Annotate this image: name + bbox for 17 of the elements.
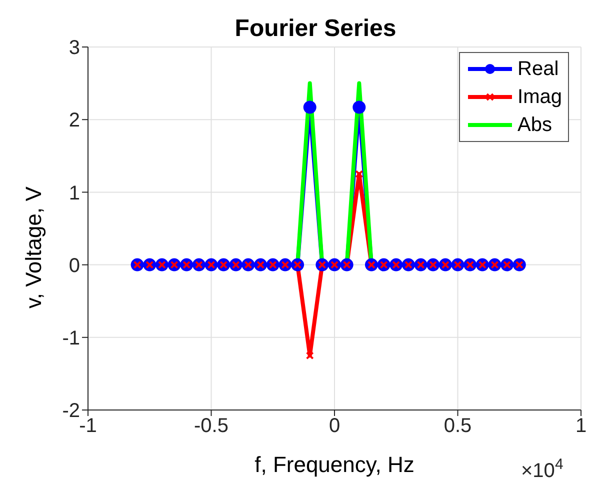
legend-label: Real (518, 58, 559, 80)
x-axis-title: f, Frequency, Hz (254, 452, 414, 477)
x-tick-label: 0.5 (444, 415, 472, 438)
y-tick-label: 1 (68, 182, 80, 204)
x-tick-label: -0.5 (194, 415, 228, 438)
y-tick-label: 2 (68, 110, 80, 132)
legend-label: Abs (518, 114, 552, 136)
y-axis-title: v, Voltage, V (20, 186, 46, 308)
x-tick-label: 1 (575, 415, 587, 438)
y-tick-label: -1 (62, 328, 80, 350)
legend-label: Imag (518, 86, 562, 108)
text: ×10$^{4}$ (521, 456, 564, 482)
y-tick-label: 3 (68, 37, 80, 60)
y-tick-label: -2 (62, 400, 80, 422)
x-tick-label: 0 (328, 415, 340, 438)
chart-title: Fourier Series (234, 15, 396, 42)
y-tick-label: 0 (68, 254, 80, 277)
